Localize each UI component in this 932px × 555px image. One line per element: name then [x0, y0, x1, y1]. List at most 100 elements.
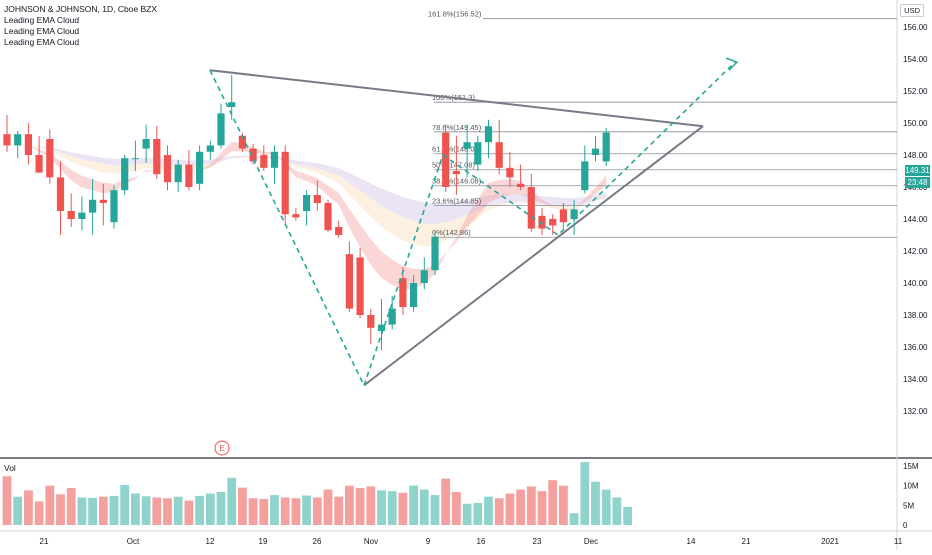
candle-body — [345, 254, 353, 309]
candle-body — [142, 139, 150, 149]
volume-bar — [548, 480, 558, 525]
time-tick-label: 26 — [313, 537, 322, 546]
volume-bar — [430, 495, 440, 525]
price-tick-label: 132.00 — [903, 407, 928, 416]
volume-bar — [45, 485, 55, 525]
volume-bar — [120, 484, 130, 525]
volume-bar — [345, 485, 354, 525]
volume-bar — [109, 495, 119, 525]
candle-body — [367, 315, 375, 328]
volume-bar — [419, 489, 429, 525]
volume-bar — [377, 490, 386, 525]
volume-bar — [312, 497, 322, 525]
volume-bar — [13, 496, 23, 525]
harmonic-pattern-path — [209, 61, 736, 388]
candle-body — [570, 209, 578, 219]
volume-bar — [216, 491, 226, 525]
candle-body — [249, 148, 257, 162]
time-tick-label: Nov — [364, 537, 378, 546]
candle-body — [206, 145, 214, 152]
price-tick-label: 150.00 — [903, 119, 928, 128]
volume-bar — [591, 481, 600, 525]
candle-body — [270, 151, 279, 168]
candle-body — [399, 278, 407, 307]
volume-label: Vol — [4, 463, 16, 473]
candle-body — [388, 308, 396, 325]
volume-bar — [494, 498, 504, 525]
volume-bar — [473, 502, 483, 525]
time-tick-label: 9 — [426, 537, 431, 546]
time-tick-label: 14 — [687, 537, 696, 546]
price-tick-label: 138.00 — [903, 311, 928, 320]
candle-body — [3, 134, 11, 146]
volume-bar — [173, 496, 183, 525]
candle-body — [527, 187, 535, 229]
candle-body — [463, 142, 471, 149]
time-tick-label: 12 — [206, 537, 215, 546]
volume-bar — [323, 489, 333, 525]
symbol-title: JOHNSON & JOHNSON, 1D, Cboe BZX — [4, 4, 158, 14]
currency-badge[interactable]: USD — [900, 4, 924, 17]
candle-body — [452, 171, 460, 175]
ema-cloud-mid — [7, 144, 607, 247]
candle-body — [153, 139, 161, 175]
volume-bar — [291, 498, 301, 525]
candle-body — [185, 164, 193, 187]
volume-bar — [505, 493, 515, 525]
candle-body — [89, 199, 97, 213]
candle-body — [410, 283, 418, 307]
candle-body — [559, 209, 567, 223]
last-price-tag: 149.31 — [905, 165, 930, 176]
chart-legend: JOHNSON & JOHNSON, 1D, Cboe BZX Leading … — [4, 4, 157, 48]
candle-body — [335, 227, 343, 235]
candle-body — [281, 151, 289, 215]
candle-body — [260, 155, 268, 168]
fib-level-label: 161.8%(156.52) — [428, 10, 482, 19]
fib-level-label: 50%(147.08) — [432, 161, 475, 170]
volume-tick-label: 10M — [903, 482, 919, 491]
fib-level-label: 78.6%(149.45) — [432, 123, 482, 132]
countdown-tag: 23:48 — [905, 177, 930, 188]
time-tick-label: 19 — [259, 537, 268, 546]
price-tick-label: 134.00 — [903, 375, 928, 384]
volume-bar — [516, 489, 525, 525]
ema-cloud-slow — [7, 144, 607, 225]
volume-bar — [2, 476, 12, 525]
candle-body — [313, 195, 321, 203]
candle-body — [549, 219, 557, 226]
candle-body — [484, 126, 493, 143]
candle-body — [377, 324, 386, 331]
volume-bar — [163, 498, 172, 525]
volume-bar — [98, 496, 108, 525]
price-tick-label: 136.00 — [903, 343, 928, 352]
earnings-marker-label: E — [219, 444, 224, 453]
candle-body — [420, 270, 428, 283]
price-tick-label: 140.00 — [903, 279, 928, 288]
candle-body — [131, 158, 139, 160]
price-tick-label: 152.00 — [903, 87, 928, 96]
volume-bar — [131, 493, 140, 525]
price-tick-label: 142.00 — [903, 247, 928, 256]
candle-body — [174, 164, 182, 183]
volume-bar — [77, 497, 87, 525]
indicator-label[interactable]: Leading EMA Cloud — [4, 15, 80, 25]
candle-body — [538, 215, 546, 229]
volume-bar — [270, 495, 279, 525]
indicator-label[interactable]: Leading EMA Cloud — [4, 26, 80, 36]
support-trendline — [363, 125, 704, 387]
indicator-label[interactable]: Leading EMA Cloud — [4, 37, 80, 47]
price-tick-label: 144.00 — [903, 215, 928, 224]
candle-body — [238, 135, 246, 149]
resistance-trendline — [209, 69, 704, 128]
volume-bar — [623, 506, 632, 525]
volume-bar — [580, 462, 590, 525]
candle-body — [67, 211, 75, 219]
candle-body — [591, 148, 600, 155]
candle-body — [121, 158, 129, 191]
candle-body — [442, 132, 450, 187]
volume-bar — [462, 503, 472, 525]
volume-bar — [387, 491, 397, 525]
time-tick-label: Dec — [584, 537, 598, 546]
